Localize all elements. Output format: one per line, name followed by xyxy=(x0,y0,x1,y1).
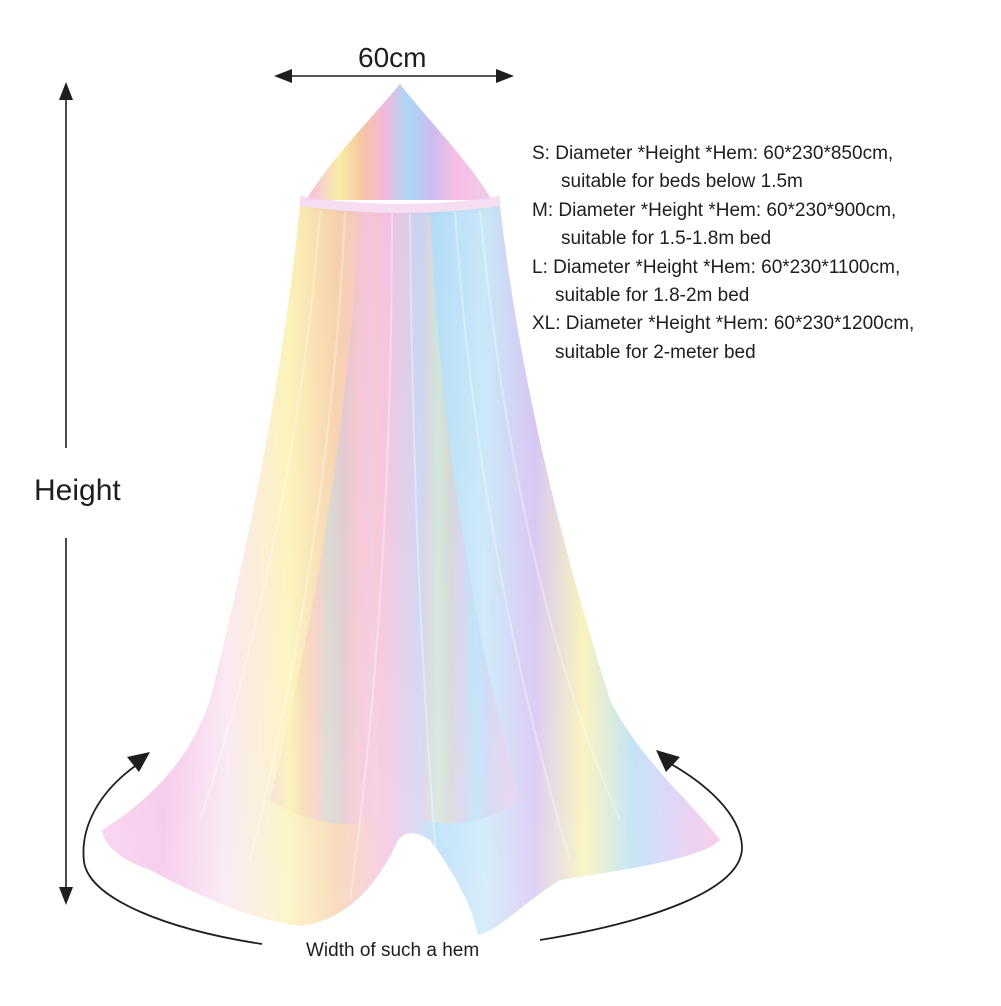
hem-width-label: Width of such a hem xyxy=(306,940,480,961)
curved-arrow-icon xyxy=(82,757,743,945)
size-l-spec: L: Diameter *Height *Hem: 60*230*1100cm, xyxy=(532,256,901,278)
size-m-suitability: suitable for 1.5-1.8m bed xyxy=(561,228,772,250)
diameter-label: 60cm xyxy=(358,42,427,73)
size-s-spec: S: Diameter *Height *Hem: 60*230*850cm, xyxy=(532,143,894,164)
size-s-suitability: suitable for beds below 1.5m xyxy=(561,171,803,193)
size-l-suitability: suitable for 1.8-2m bed xyxy=(555,285,750,307)
size-spec-list: S: Diameter *Height *Hem: 60*230*850cm, … xyxy=(532,140,914,367)
double-arrow-icon xyxy=(274,69,514,83)
size-m-spec: M: Diameter *Height *Hem: 60*230*900cm, xyxy=(532,199,897,221)
height-arrow-icon xyxy=(59,82,73,905)
size-xl-suitability: suitable for 2-meter bed xyxy=(555,341,756,363)
size-xl-spec: XL: Diameter *Height *Hem: 60*230*1200cm… xyxy=(532,313,915,335)
height-label: Height xyxy=(34,474,121,507)
